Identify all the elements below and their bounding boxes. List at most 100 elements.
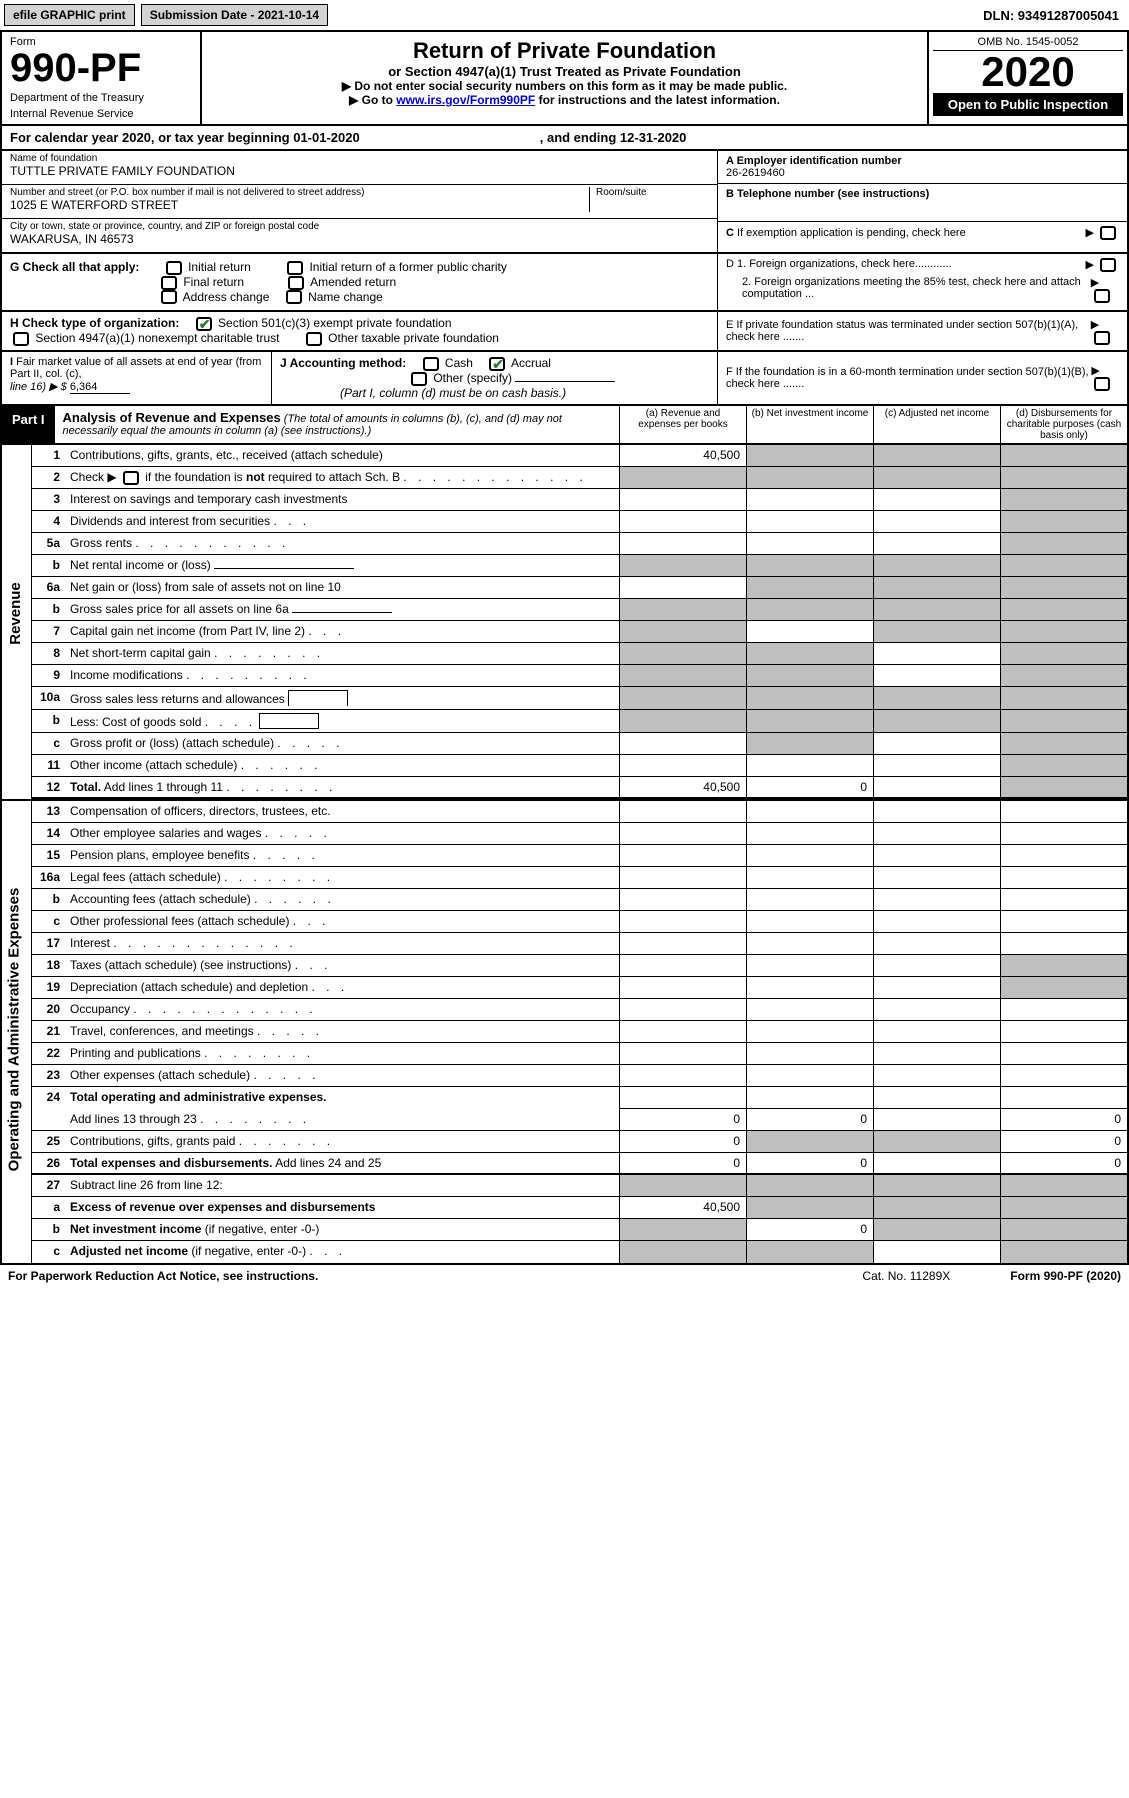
footer-left: For Paperwork Reduction Act Notice, see … — [8, 1269, 318, 1283]
d2-label: 2. Foreign organizations meeting the 85%… — [726, 276, 1091, 303]
expenses-side-label: Operating and Administrative Expenses — [2, 801, 32, 1263]
f-checkbox[interactable] — [1094, 377, 1110, 391]
r9-desc: Income modifications . . . . . . . . . — [66, 665, 619, 686]
d2-checkbox[interactable] — [1094, 289, 1110, 303]
i-line16: line 16) ▶ $ — [10, 381, 67, 393]
f-section: F If the foundation is in a 60-month ter… — [717, 352, 1127, 404]
r18-desc: Taxes (attach schedule) (see instruction… — [66, 955, 619, 976]
expenses-section: Operating and Administrative Expenses 13… — [0, 801, 1129, 1265]
j-cash-checkbox[interactable] — [423, 357, 439, 371]
g-amended-checkbox[interactable] — [288, 276, 304, 290]
submission-date-button[interactable]: Submission Date - 2021-10-14 — [141, 4, 328, 26]
info-left: Name of foundation TUTTLE PRIVATE FAMILY… — [2, 151, 717, 252]
r7-desc: Capital gain net income (from Part IV, l… — [66, 621, 619, 642]
street-address: 1025 E WATERFORD STREET — [10, 198, 589, 212]
c-label: If exemption application is pending, che… — [737, 227, 966, 239]
g-initial-checkbox[interactable] — [166, 261, 182, 275]
h-other-checkbox[interactable] — [306, 332, 322, 346]
dept-irs: Internal Revenue Service — [10, 108, 192, 120]
r24-a: 0 — [619, 1109, 746, 1130]
h-left: H Check type of organization: Section 50… — [2, 312, 717, 350]
i-fmv-value: 6,364 — [70, 381, 130, 394]
j-accrual: Accrual — [511, 356, 551, 370]
r2-checkbox[interactable] — [123, 471, 139, 485]
g-former-checkbox[interactable] — [287, 261, 303, 275]
r2-desc: Check ▶ if the foundation is not require… — [66, 467, 619, 488]
g-row: G Check all that apply: Initial return I… — [0, 254, 1129, 312]
info-block: Name of foundation TUTTLE PRIVATE FAMILY… — [0, 151, 1129, 254]
j-note: (Part I, column (d) must be on cash basi… — [340, 386, 566, 400]
i-section: I Fair market value of all assets at end… — [2, 352, 272, 404]
r10a-desc: Gross sales less returns and allowances — [66, 687, 619, 709]
g-final-checkbox[interactable] — [161, 276, 177, 290]
form-header-center: Return of Private Foundation or Section … — [202, 32, 927, 124]
ein-value: 26-2619460 — [726, 167, 785, 179]
h-o3: Other taxable private foundation — [328, 331, 499, 345]
h-o2: Section 4947(a)(1) nonexempt charitable … — [35, 331, 279, 345]
e-checkbox[interactable] — [1094, 331, 1110, 345]
f-label: F If the foundation is in a 60-month ter… — [726, 366, 1091, 390]
calyear-end: , and ending 12-31-2020 — [540, 130, 687, 145]
r25-a: 0 — [619, 1131, 746, 1152]
open-to-public: Open to Public Inspection — [933, 93, 1123, 116]
r17-desc: Interest . . . . . . . . . . . . . — [66, 933, 619, 954]
page-footer: For Paperwork Reduction Act Notice, see … — [0, 1265, 1129, 1287]
g-address-checkbox[interactable] — [161, 290, 177, 304]
r26-a: 0 — [619, 1153, 746, 1173]
col-a-header: (a) Revenue and expenses per books — [619, 406, 746, 443]
d1-checkbox[interactable] — [1100, 258, 1116, 272]
address-row: Number and street (or P.O. box number if… — [2, 185, 717, 219]
g-o2: Final return — [183, 275, 244, 289]
top-bar: efile GRAPHIC print Submission Date - 20… — [0, 0, 1129, 30]
j-accrual-checkbox[interactable] — [489, 357, 505, 371]
r6b-desc: Gross sales price for all assets on line… — [66, 599, 619, 620]
col-d-header: (d) Disbursements for charitable purpose… — [1000, 406, 1127, 443]
form-header-left: Form 990-PF Department of the Treasury I… — [2, 32, 202, 124]
r20-desc: Occupancy . . . . . . . . . . . . . — [66, 999, 619, 1020]
city-row: City or town, state or province, country… — [2, 219, 717, 252]
g-name-checkbox[interactable] — [286, 290, 302, 304]
g-o1: Initial return — [188, 260, 251, 274]
h-o1: Section 501(c)(3) exempt private foundat… — [218, 316, 451, 330]
r26-d: 0 — [1000, 1153, 1127, 1173]
c-checkbox[interactable] — [1100, 226, 1116, 240]
ein-row: A Employer identification number 26-2619… — [718, 151, 1127, 184]
h-row: H Check type of organization: Section 50… — [0, 312, 1129, 352]
r4-desc: Dividends and interest from securities .… — [66, 511, 619, 532]
col-c-header: (c) Adjusted net income — [873, 406, 1000, 443]
revenue-side-label: Revenue — [2, 445, 32, 799]
r24-desc: Total operating and administrative expen… — [66, 1087, 619, 1109]
r27a-a: 40,500 — [619, 1197, 746, 1218]
irs-link[interactable]: www.irs.gov/Form990PF — [396, 93, 535, 107]
r12-desc: Total. Add lines 1 through 11 . . . . . … — [66, 777, 619, 797]
r27c-desc: Adjusted net income (if negative, enter … — [66, 1241, 619, 1263]
ij-row: I Fair market value of all assets at end… — [0, 352, 1129, 406]
dept-treasury: Department of the Treasury — [10, 92, 192, 104]
r12-a: 40,500 — [619, 777, 746, 797]
r26-desc: Total expenses and disbursements. Add li… — [66, 1153, 619, 1173]
r3-desc: Interest on savings and temporary cash i… — [66, 489, 619, 510]
form-header-right: OMB No. 1545-0052 2020 Open to Public In… — [927, 32, 1127, 124]
r19-desc: Depreciation (attach schedule) and deple… — [66, 977, 619, 998]
efile-print-button[interactable]: efile GRAPHIC print — [4, 4, 135, 26]
r27a-desc: Excess of revenue over expenses and disb… — [66, 1197, 619, 1218]
part1-desc: Analysis of Revenue and Expenses (The to… — [55, 406, 619, 443]
r24-d: 0 — [1000, 1109, 1127, 1130]
r14-desc: Other employee salaries and wages . . . … — [66, 823, 619, 844]
r21-desc: Travel, conferences, and meetings . . . … — [66, 1021, 619, 1042]
d1-label: D 1. Foreign organizations, check here..… — [726, 258, 952, 272]
form-number: 990-PF — [10, 48, 192, 88]
e-label: E If private foundation status was termi… — [726, 319, 1091, 343]
h-501c3-checkbox[interactable] — [196, 317, 212, 331]
r22-desc: Printing and publications . . . . . . . … — [66, 1043, 619, 1064]
r27b-desc: Net investment income (if negative, ente… — [66, 1219, 619, 1240]
r26-b: 0 — [746, 1153, 873, 1173]
addr-label: Number and street (or P.O. box number if… — [10, 187, 589, 198]
j-other-checkbox[interactable] — [411, 372, 427, 386]
city-label: City or town, state or province, country… — [10, 221, 709, 232]
form-header: Form 990-PF Department of the Treasury I… — [0, 30, 1129, 126]
r5b-desc: Net rental income or (loss) — [66, 555, 619, 576]
dln-label: DLN: 93491287005041 — [983, 8, 1125, 23]
r15-desc: Pension plans, employee benefits . . . .… — [66, 845, 619, 866]
h-4947-checkbox[interactable] — [13, 332, 29, 346]
